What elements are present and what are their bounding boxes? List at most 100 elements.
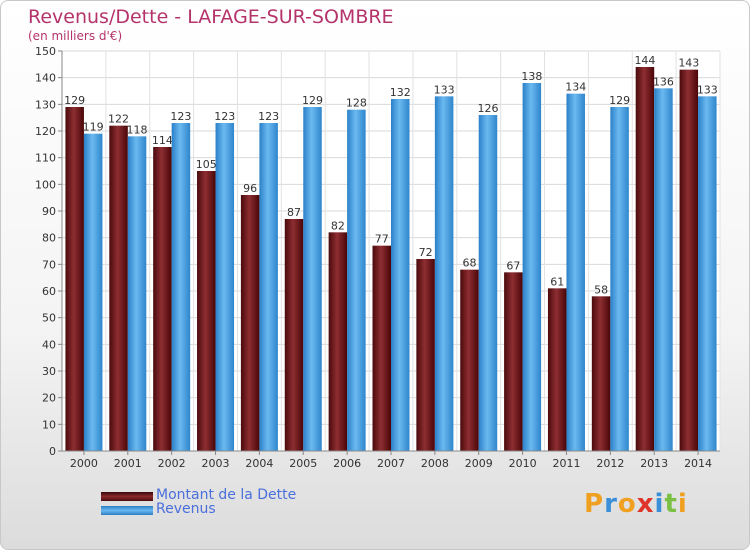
- data-label-revenus: 119: [83, 121, 104, 134]
- data-label-revenus: 126: [477, 102, 498, 115]
- bar-revenus: [522, 83, 542, 451]
- bar-revenus: [259, 123, 278, 451]
- data-label-dette: 87: [287, 206, 301, 219]
- bar-revenus: [127, 136, 147, 452]
- y-tick-label: 80: [42, 232, 56, 245]
- data-label-revenus: 123: [170, 110, 191, 123]
- bar-dette: [416, 259, 435, 451]
- data-label-dette: 144: [634, 54, 655, 67]
- x-tick-label: 2002: [158, 457, 186, 470]
- legend-swatch-revenus: [101, 506, 153, 515]
- data-label-revenus: 129: [609, 94, 630, 107]
- data-label-dette: 68: [462, 257, 476, 270]
- y-tick-label: 140: [35, 72, 56, 85]
- bar-revenus: [610, 107, 629, 451]
- logo-letter: i: [654, 489, 665, 519]
- bar-dette: [109, 125, 128, 452]
- bar-dette: [372, 245, 391, 451]
- y-tick-label: 20: [42, 392, 56, 405]
- logo-letter: t: [664, 489, 678, 519]
- legend-label-dette: Montant de la Dette: [156, 487, 297, 503]
- y-tick-label: 70: [42, 258, 56, 271]
- data-label-dette: 122: [108, 113, 129, 126]
- bar-dette: [328, 232, 348, 451]
- x-tick-label: 2001: [114, 457, 142, 470]
- x-tick-label: 2000: [70, 457, 98, 470]
- logo-letter: r: [604, 489, 618, 519]
- data-label-revenus: 123: [258, 110, 279, 123]
- bar-revenus: [215, 123, 235, 451]
- bar-revenus: [434, 96, 454, 451]
- chart-title: Revenus/Dette - LAFAGE-SUR-SOMBRE: [28, 6, 394, 28]
- bar-revenus: [83, 133, 103, 451]
- data-label-dette: 129: [64, 94, 85, 107]
- data-label-dette: 67: [506, 259, 520, 272]
- logo-letter: i: [677, 489, 688, 519]
- bar-revenus: [698, 96, 717, 451]
- data-label-dette: 72: [419, 246, 433, 259]
- y-tick-label: 40: [42, 338, 56, 351]
- y-tick-label: 100: [35, 178, 56, 191]
- x-tick-label: 2012: [596, 457, 624, 470]
- bar-dette: [547, 288, 567, 451]
- y-tick-label: 120: [35, 125, 56, 138]
- x-tick-label: 2014: [684, 457, 712, 470]
- x-tick-label: 2004: [245, 457, 273, 470]
- logo-letter: o: [617, 489, 637, 519]
- x-tick-label: 2007: [377, 457, 405, 470]
- x-tick-label: 2008: [421, 457, 449, 470]
- data-label-revenus: 133: [434, 83, 455, 96]
- data-label-revenus: 136: [653, 75, 674, 88]
- bar-revenus: [654, 88, 673, 451]
- bar-dette: [591, 296, 611, 451]
- bar-dette: [284, 219, 304, 451]
- data-label-revenus: 128: [346, 97, 367, 110]
- bar-dette: [240, 195, 260, 451]
- y-tick-label: 0: [49, 445, 56, 458]
- bar-revenus: [391, 99, 410, 451]
- x-tick-label: 2011: [552, 457, 580, 470]
- bar-revenus: [171, 123, 191, 451]
- legend-swatch-dette: [101, 492, 153, 501]
- data-label-revenus: 133: [697, 83, 718, 96]
- data-label-revenus: 118: [127, 123, 148, 136]
- data-label-dette: 143: [678, 57, 699, 70]
- y-tick-label: 90: [42, 205, 56, 218]
- data-label-revenus: 129: [302, 94, 323, 107]
- bar-dette: [153, 147, 172, 451]
- y-tick-label: 50: [42, 312, 56, 325]
- data-label-dette: 77: [375, 233, 389, 246]
- bar-dette: [460, 269, 479, 451]
- bar-dette: [504, 272, 523, 451]
- proxiti-logo: Proxiti: [584, 489, 688, 519]
- x-tick-label: 2010: [509, 457, 537, 470]
- bar-dette: [65, 107, 84, 451]
- data-label-revenus: 123: [214, 110, 235, 123]
- bar-revenus: [566, 93, 585, 452]
- bar-dette: [635, 67, 655, 451]
- chart-subtitle: (en milliers d'€): [28, 29, 123, 43]
- x-tick-label: 2006: [333, 457, 361, 470]
- x-tick-label: 2005: [289, 457, 317, 470]
- logo-letter: x: [636, 489, 655, 519]
- data-label-dette: 82: [331, 219, 345, 232]
- data-label-dette: 105: [196, 158, 217, 171]
- y-tick-label: 110: [35, 152, 56, 165]
- x-tick-label: 2003: [202, 457, 230, 470]
- bar-revenus: [478, 115, 498, 451]
- x-tick-label: 2013: [640, 457, 668, 470]
- data-label-dette: 96: [243, 182, 257, 195]
- bar-revenus: [303, 107, 322, 451]
- bar-revenus: [347, 109, 366, 452]
- data-label-revenus: 138: [521, 70, 542, 83]
- data-label-dette: 61: [550, 275, 564, 288]
- bar-dette: [197, 171, 216, 451]
- y-tick-label: 60: [42, 285, 56, 298]
- data-label-revenus: 134: [565, 81, 586, 94]
- y-tick-label: 150: [35, 45, 56, 58]
- bar-dette: [679, 69, 699, 452]
- data-label-dette: 114: [152, 134, 173, 147]
- y-tick-label: 10: [42, 418, 56, 431]
